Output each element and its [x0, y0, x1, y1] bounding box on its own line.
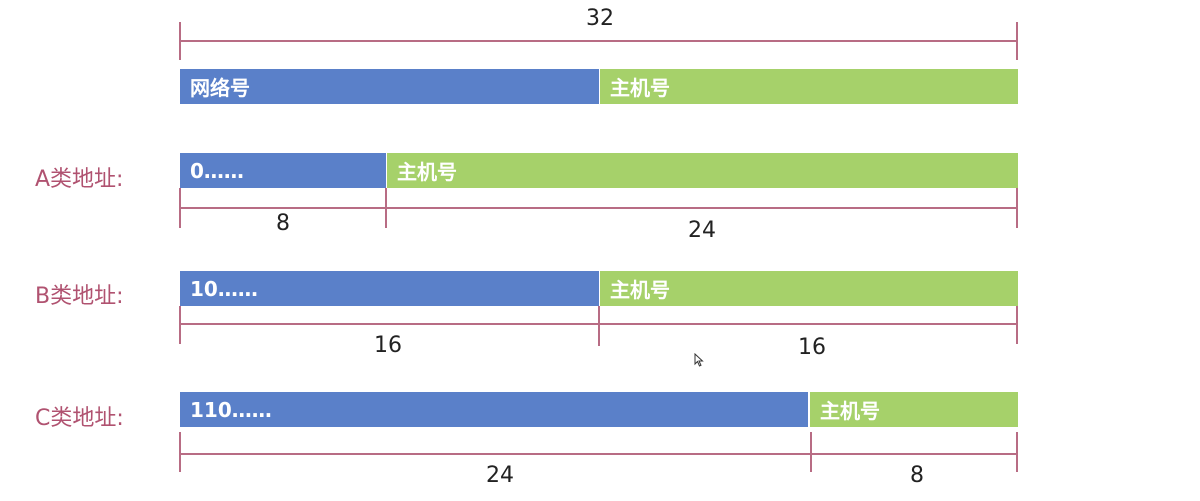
class-a-network-text: 0…… — [190, 158, 244, 183]
class-c-host-segment: 主机号 — [810, 392, 1018, 427]
class-a-host-text: 主机号 — [397, 160, 457, 184]
class-a-label: A类地址: — [35, 167, 124, 192]
class-b-network-bits: 16 — [374, 333, 402, 358]
class-b-network-text: 10…… — [190, 276, 258, 301]
class-b-label: B类地址: — [35, 284, 124, 309]
class-c-label: C类地址: — [35, 406, 124, 431]
dimension-line — [179, 453, 1018, 455]
dimension-line — [179, 323, 1018, 325]
total-bits-label: 32 — [586, 6, 614, 31]
mouse-pointer-icon — [694, 353, 704, 367]
dimension-tick — [179, 306, 181, 344]
class-c-network-text: 110…… — [190, 397, 272, 422]
network-segment-label: 网络号 — [190, 76, 250, 100]
class-a-network-bits: 8 — [276, 211, 290, 236]
dimension-tick — [810, 432, 812, 472]
class-c-network-segment: 110…… — [180, 392, 808, 427]
host-segment-label: 主机号 — [610, 76, 670, 100]
class-b-network-segment: 10…… — [180, 271, 599, 306]
dimension-tick — [1016, 432, 1018, 472]
class-c-network-bits: 24 — [486, 463, 514, 488]
class-a-network-segment: 0…… — [180, 153, 386, 188]
dimension-tick — [1016, 306, 1018, 344]
dimension-line — [179, 40, 1018, 42]
host-segment: 主机号 — [600, 69, 1018, 104]
dimension-tick — [598, 306, 600, 346]
class-c-host-text: 主机号 — [820, 399, 880, 423]
class-a-host-bits: 24 — [688, 218, 716, 243]
dimension-line — [179, 207, 1018, 209]
class-b-host-text: 主机号 — [610, 278, 670, 302]
class-b-host-segment: 主机号 — [600, 271, 1018, 306]
dimension-tick — [179, 432, 181, 472]
class-a-host-segment: 主机号 — [387, 153, 1018, 188]
class-c-host-bits: 8 — [910, 463, 924, 488]
class-b-host-bits: 16 — [798, 335, 826, 360]
network-segment: 网络号 — [180, 69, 599, 104]
